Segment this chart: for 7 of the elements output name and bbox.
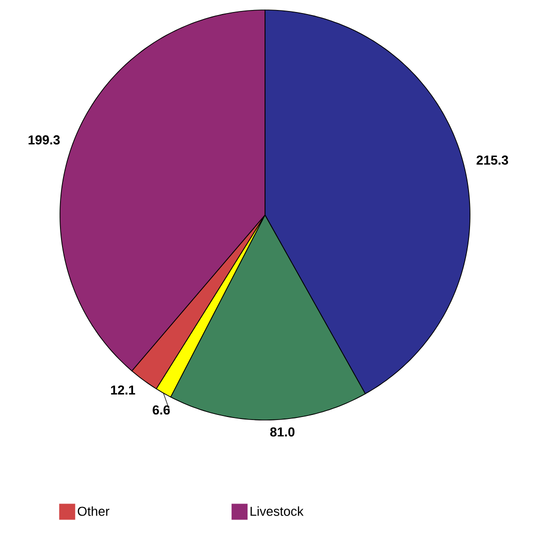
legend-label: Other xyxy=(78,506,110,516)
data-label: 199.3 xyxy=(28,135,60,144)
data-label: 12.1 xyxy=(111,385,136,394)
legend-label: Livestock xyxy=(250,506,304,516)
data-label: 81.0 xyxy=(270,427,294,437)
data-label: 6.6 xyxy=(152,405,170,415)
data-label: 215.3 xyxy=(476,156,508,165)
